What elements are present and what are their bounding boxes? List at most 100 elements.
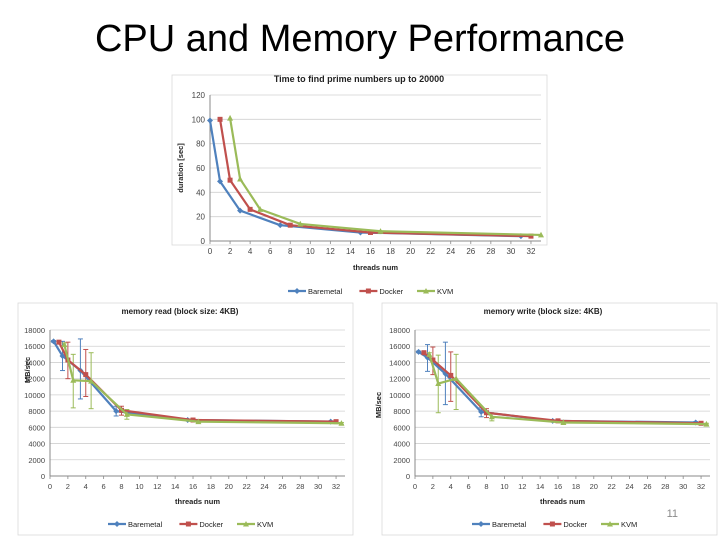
x-tick-label: 32	[527, 247, 536, 256]
data-point	[367, 229, 373, 235]
y-tick-label: 8000	[28, 407, 45, 416]
x-tick-label: 28	[296, 482, 304, 491]
legend-label: KVM	[437, 287, 453, 296]
x-tick-label: 28	[661, 482, 669, 491]
data-point	[217, 178, 224, 185]
y-tick-label: 10000	[24, 391, 45, 400]
y-tick-label: 2000	[28, 456, 45, 465]
x-tick-label: 10	[135, 482, 143, 491]
x-tick-label: 4	[248, 247, 253, 256]
legend-item: KVM	[601, 520, 637, 529]
y-tick-label: 40	[196, 188, 205, 197]
legend-item: Baremetal	[108, 520, 163, 529]
x-tick-label: 26	[278, 482, 286, 491]
x-tick-label: 12	[326, 247, 335, 256]
data-point	[237, 175, 244, 182]
y-axis-label: MB/sec	[23, 357, 32, 383]
y-tick-label: 4000	[28, 440, 45, 449]
x-tick-label: 32	[332, 482, 340, 491]
legend-marker	[549, 521, 555, 527]
x-tick-label: 24	[260, 482, 268, 491]
x-tick-label: 24	[625, 482, 633, 491]
legend-label: Docker	[563, 520, 587, 529]
data-point	[113, 408, 120, 415]
y-tick-label: 0	[406, 472, 410, 481]
x-tick-label: 18	[207, 482, 215, 491]
x-axis-label: threads num	[540, 497, 585, 506]
data-point	[277, 222, 284, 229]
data-point	[703, 420, 710, 427]
x-axis-label: threads num	[353, 263, 398, 272]
x-tick-label: 8	[119, 482, 123, 491]
x-tick-label: 30	[314, 482, 322, 491]
legend-label: KVM	[257, 520, 273, 529]
x-tick-label: 24	[446, 247, 455, 256]
chart-3: memory write (block size: 4KB) 0 2000 4000 6…	[374, 302, 718, 536]
y-tick-label: 2000	[393, 456, 410, 465]
x-tick-label: 0	[208, 247, 213, 256]
legend-marker	[243, 521, 249, 527]
legend-label: KVM	[621, 520, 637, 529]
legend-item: KVM	[417, 287, 453, 296]
x-tick-label: 8	[288, 247, 293, 256]
x-tick-label: 6	[102, 482, 106, 491]
data-point	[88, 377, 95, 384]
x-tick-label: 6	[467, 482, 471, 491]
data-point	[333, 419, 339, 425]
x-tick-label: 30	[506, 247, 515, 256]
chart-title: Time to find prime numbers up to 20000	[274, 74, 444, 84]
y-tick-label: 4000	[393, 440, 410, 449]
y-tick-label: 12000	[24, 375, 45, 384]
series-line-kvm	[63, 344, 342, 425]
y-tick-label: 20	[196, 213, 205, 222]
x-tick-label: 16	[554, 482, 562, 491]
y-tick-label: 14000	[24, 358, 45, 367]
data-point	[50, 338, 57, 345]
legend-item: KVM	[237, 520, 273, 529]
legend-marker	[607, 521, 613, 527]
data-point	[297, 220, 304, 227]
data-point	[421, 350, 427, 356]
data-point	[528, 233, 534, 239]
x-tick-label: 32	[697, 482, 705, 491]
chart-2: memory read (block size: 4KB)02000400060…	[17, 302, 354, 536]
x-tick-label: 28	[486, 247, 495, 256]
y-tick-label: 16000	[389, 342, 410, 351]
data-point	[555, 418, 561, 424]
x-tick-label: 2	[66, 482, 70, 491]
x-tick-label: 26	[643, 482, 651, 491]
data-point	[247, 206, 253, 212]
data-point	[426, 351, 433, 357]
x-tick-label: 12	[153, 482, 161, 491]
data-point	[338, 420, 345, 426]
legend-label: Docker	[379, 287, 403, 296]
data-point	[123, 411, 130, 417]
x-tick-label: 30	[679, 482, 687, 491]
x-tick-label: 14	[536, 482, 544, 491]
chart-frame	[171, 74, 548, 246]
x-tick-label: 2	[228, 247, 233, 256]
slide-title: CPU and Memory Performance	[94, 18, 626, 60]
x-tick-label: 20	[590, 482, 598, 491]
x-tick-label: 22	[242, 482, 250, 491]
legend-marker	[185, 521, 191, 527]
data-point	[435, 380, 442, 387]
x-tick-label: 14	[171, 482, 179, 491]
data-point	[478, 408, 485, 415]
data-point	[237, 207, 244, 214]
x-tick-label: 0	[48, 482, 52, 491]
data-point	[61, 341, 68, 348]
x-tick-label: 4	[84, 482, 88, 491]
data-point	[195, 418, 202, 425]
data-point	[257, 206, 264, 212]
y-tick-label: 0	[41, 472, 45, 481]
x-tick-label: 26	[466, 247, 475, 256]
legend-label: Baremetal	[128, 520, 163, 529]
x-tick-label: 0	[413, 482, 417, 491]
page-number: 11	[666, 508, 678, 520]
data-point	[56, 339, 62, 345]
legend-label: Docker	[199, 520, 223, 529]
data-point	[227, 114, 234, 121]
data-point	[484, 410, 490, 416]
